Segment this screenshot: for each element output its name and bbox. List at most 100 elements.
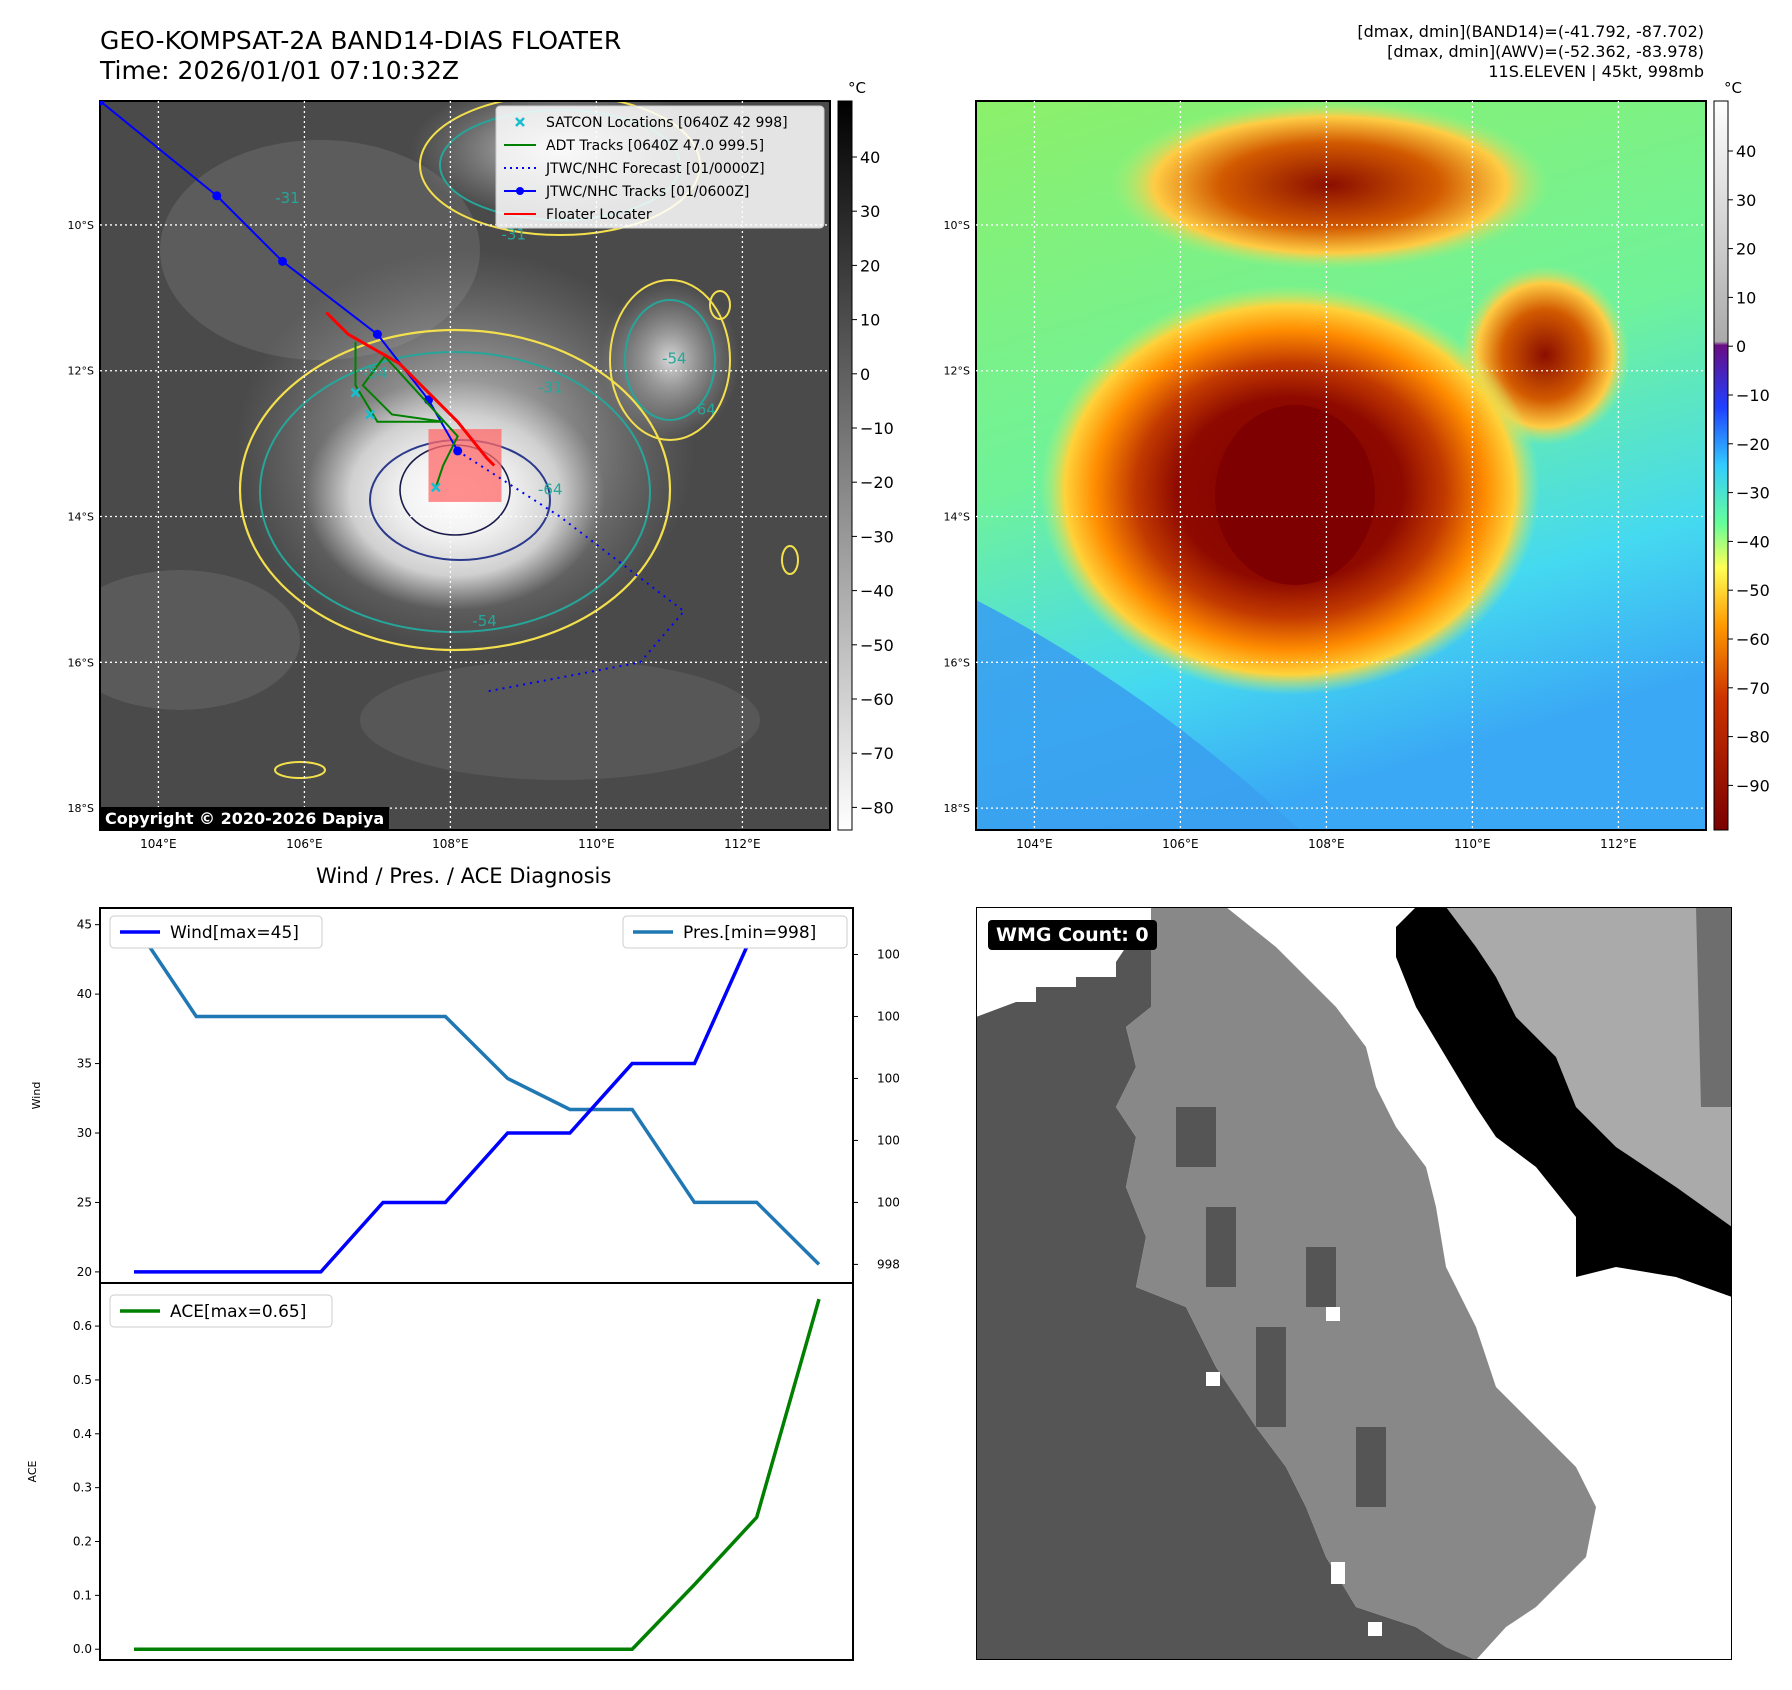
map-left-frame [99, 100, 831, 831]
ace-axis-label: ACE [26, 1460, 39, 1482]
legend-label: Floater Locater [546, 207, 652, 223]
colorbar-tick-label: −40 [860, 582, 894, 601]
colorbar-tick-label: 30 [860, 202, 880, 221]
jtwc-track-point [372, 329, 382, 339]
lon-tick-label: 110°E [1454, 837, 1491, 851]
jtwc-track-point [212, 191, 222, 201]
pres-tick-label: 998 [877, 1257, 900, 1271]
contour-label: -31 [502, 226, 527, 244]
figure-title-line2: Time: 2026/01/01 07:10:32Z [100, 56, 459, 85]
copyright-badge: Copyright © 2020-2026 Dapiya [100, 807, 390, 830]
info-line1: [dmax, dmin](BAND14)=(-41.792, -87.702) [1357, 22, 1704, 41]
colorbar-tick-label: −10 [1736, 386, 1770, 405]
wmg-count-badge: WMG Count: 0 [988, 920, 1157, 950]
lon-tick-label: 108°E [432, 837, 469, 851]
contour-label: -64 [538, 481, 563, 499]
pres-legend: Pres.[min=998] [622, 915, 848, 949]
ace-tick-label: 0.2 [73, 1535, 92, 1549]
wind-tick-label: 30 [77, 1126, 92, 1140]
pres-tick-label: 1004 [877, 1071, 900, 1085]
figure-title-line1: GEO-KOMPSAT-2A BAND14-DIAS FLOATER [100, 26, 622, 55]
contour-label: -54 [472, 612, 497, 630]
legend-item: ADT Tracks [0640Z 47.0 999.5] [504, 138, 764, 154]
ace-line [134, 1298, 821, 1651]
wind-legend: Wind[max=45] [109, 915, 323, 949]
colorbar-tick-label: −70 [1736, 679, 1770, 698]
satcon-point [365, 409, 375, 420]
lon-tick-label: 110°E [578, 837, 615, 851]
pres-tick-label: 1008 [877, 947, 900, 961]
wind-line [134, 922, 819, 1274]
lat-tick-label: 16°S [68, 656, 94, 669]
pressure-line [132, 922, 821, 1266]
colorbar-tick-label: 30 [1736, 191, 1756, 210]
colorbar-tick-label: −90 [1736, 776, 1770, 795]
wind-tick-label: 25 [77, 1195, 92, 1209]
contour-label: -64 [691, 400, 716, 418]
floater-track-line [325, 311, 496, 467]
colorbar-tick-label: −20 [860, 473, 894, 492]
colorbar-tick-label: 0 [860, 365, 870, 384]
wmg-panel [976, 907, 1732, 1660]
colorbar-left [837, 100, 853, 831]
colorbar-right-ticks: 40 30 20 10 0 −10 −20 −30 −40 −50 −60 −70 −80 −90 [1728, 142, 1770, 795]
ace-tick-label: 0.4 [73, 1427, 92, 1441]
colorbar-tick-label: −80 [1736, 728, 1770, 747]
jtwc-track-point [100, 101, 105, 106]
legend-item: JTWC/NHC Forecast [01/0000Z] [504, 161, 765, 177]
colorbar-tick-label: 20 [1736, 240, 1756, 259]
legend-item: JTWC/NHC Tracks [01/0600Z] [504, 184, 749, 200]
wind-tick-label: 35 [77, 1057, 92, 1071]
colorbar-tick-label: 40 [860, 148, 880, 167]
lon-tick-label: 112°E [1600, 837, 1637, 851]
lon-tick-label: 106°E [286, 837, 323, 851]
satcon-points [350, 387, 441, 493]
gridlines-right [976, 101, 1706, 830]
lon-tick-label: 104°E [140, 837, 177, 851]
lat-tick-label: 12°S [68, 365, 94, 378]
lon-tick-label: 108°E [1308, 837, 1345, 851]
satcon-point [430, 482, 441, 493]
legend-item: SATCON Locations [0640Z 42 998] [515, 115, 788, 131]
colorbar-tick-label: −10 [860, 419, 894, 438]
colorbar-left-ticks: 40 30 20 10 0 −10 −20 −30 −40 −50 −60 −70 −80 [852, 148, 894, 817]
lon-tick-label: 106°E [1162, 837, 1199, 851]
ace-tick-label: 0.3 [73, 1481, 92, 1495]
map-panel-ir: -31 -54 -64 -31 -54 -64 -54 -31 104°E 106°E 108°E… [68, 79, 1770, 851]
legend-label: JTWC/NHC Tracks [01/0600Z] [545, 184, 749, 200]
colorbar-tick-label: −60 [1736, 630, 1770, 649]
colorbar-tick-label: 10 [860, 311, 880, 330]
contour-label: -31 [275, 189, 300, 207]
lat-tick-label: 18°S [68, 802, 94, 815]
lat-tick-label: 12°S [944, 365, 970, 378]
contour-labels: -31 -54 -64 -31 -54 -64 -54 -31 [275, 189, 716, 630]
lon-tick-label: 104°E [1016, 837, 1053, 851]
jtwc-track-points [100, 101, 463, 456]
lat-tick-label: 10°S [944, 219, 970, 232]
svg-text:ACE[max=0.65]: ACE[max=0.65] [170, 1302, 306, 1322]
lat-tick-label: 10°S [68, 219, 94, 232]
ace-tick-label: 0.5 [73, 1373, 92, 1387]
colorbar-left-unit: °C [848, 79, 866, 97]
lat-tick-label: 14°S [944, 511, 970, 524]
legend-label: JTWC/NHC Forecast [01/0000Z] [545, 161, 765, 177]
contour-label: -54 [363, 364, 388, 382]
colorbar-tick-label: −50 [1736, 581, 1770, 600]
colorbar-tick-label: −30 [1736, 484, 1770, 503]
colorbar-tick-label: 20 [860, 256, 880, 275]
colorbar-tick-label: −60 [860, 690, 894, 709]
pres-tick-label: 1006 [877, 1009, 900, 1023]
colorbar-right [1713, 100, 1729, 831]
colorbar-tick-label: −20 [1736, 435, 1770, 454]
legend-item: Floater Locater [504, 207, 652, 223]
lat-tick-label: 14°S [68, 511, 94, 524]
colorbar-tick-label: 10 [1736, 288, 1756, 307]
map-right-frame [975, 100, 1707, 831]
info-line3: 11S.ELEVEN | 45kt, 998mb [1488, 62, 1704, 81]
jtwc-track-point [278, 256, 287, 266]
ace-legend: ACE[max=0.65] [109, 1294, 333, 1328]
floater-box [428, 429, 502, 502]
colorbar-tick-label: −70 [860, 744, 894, 763]
